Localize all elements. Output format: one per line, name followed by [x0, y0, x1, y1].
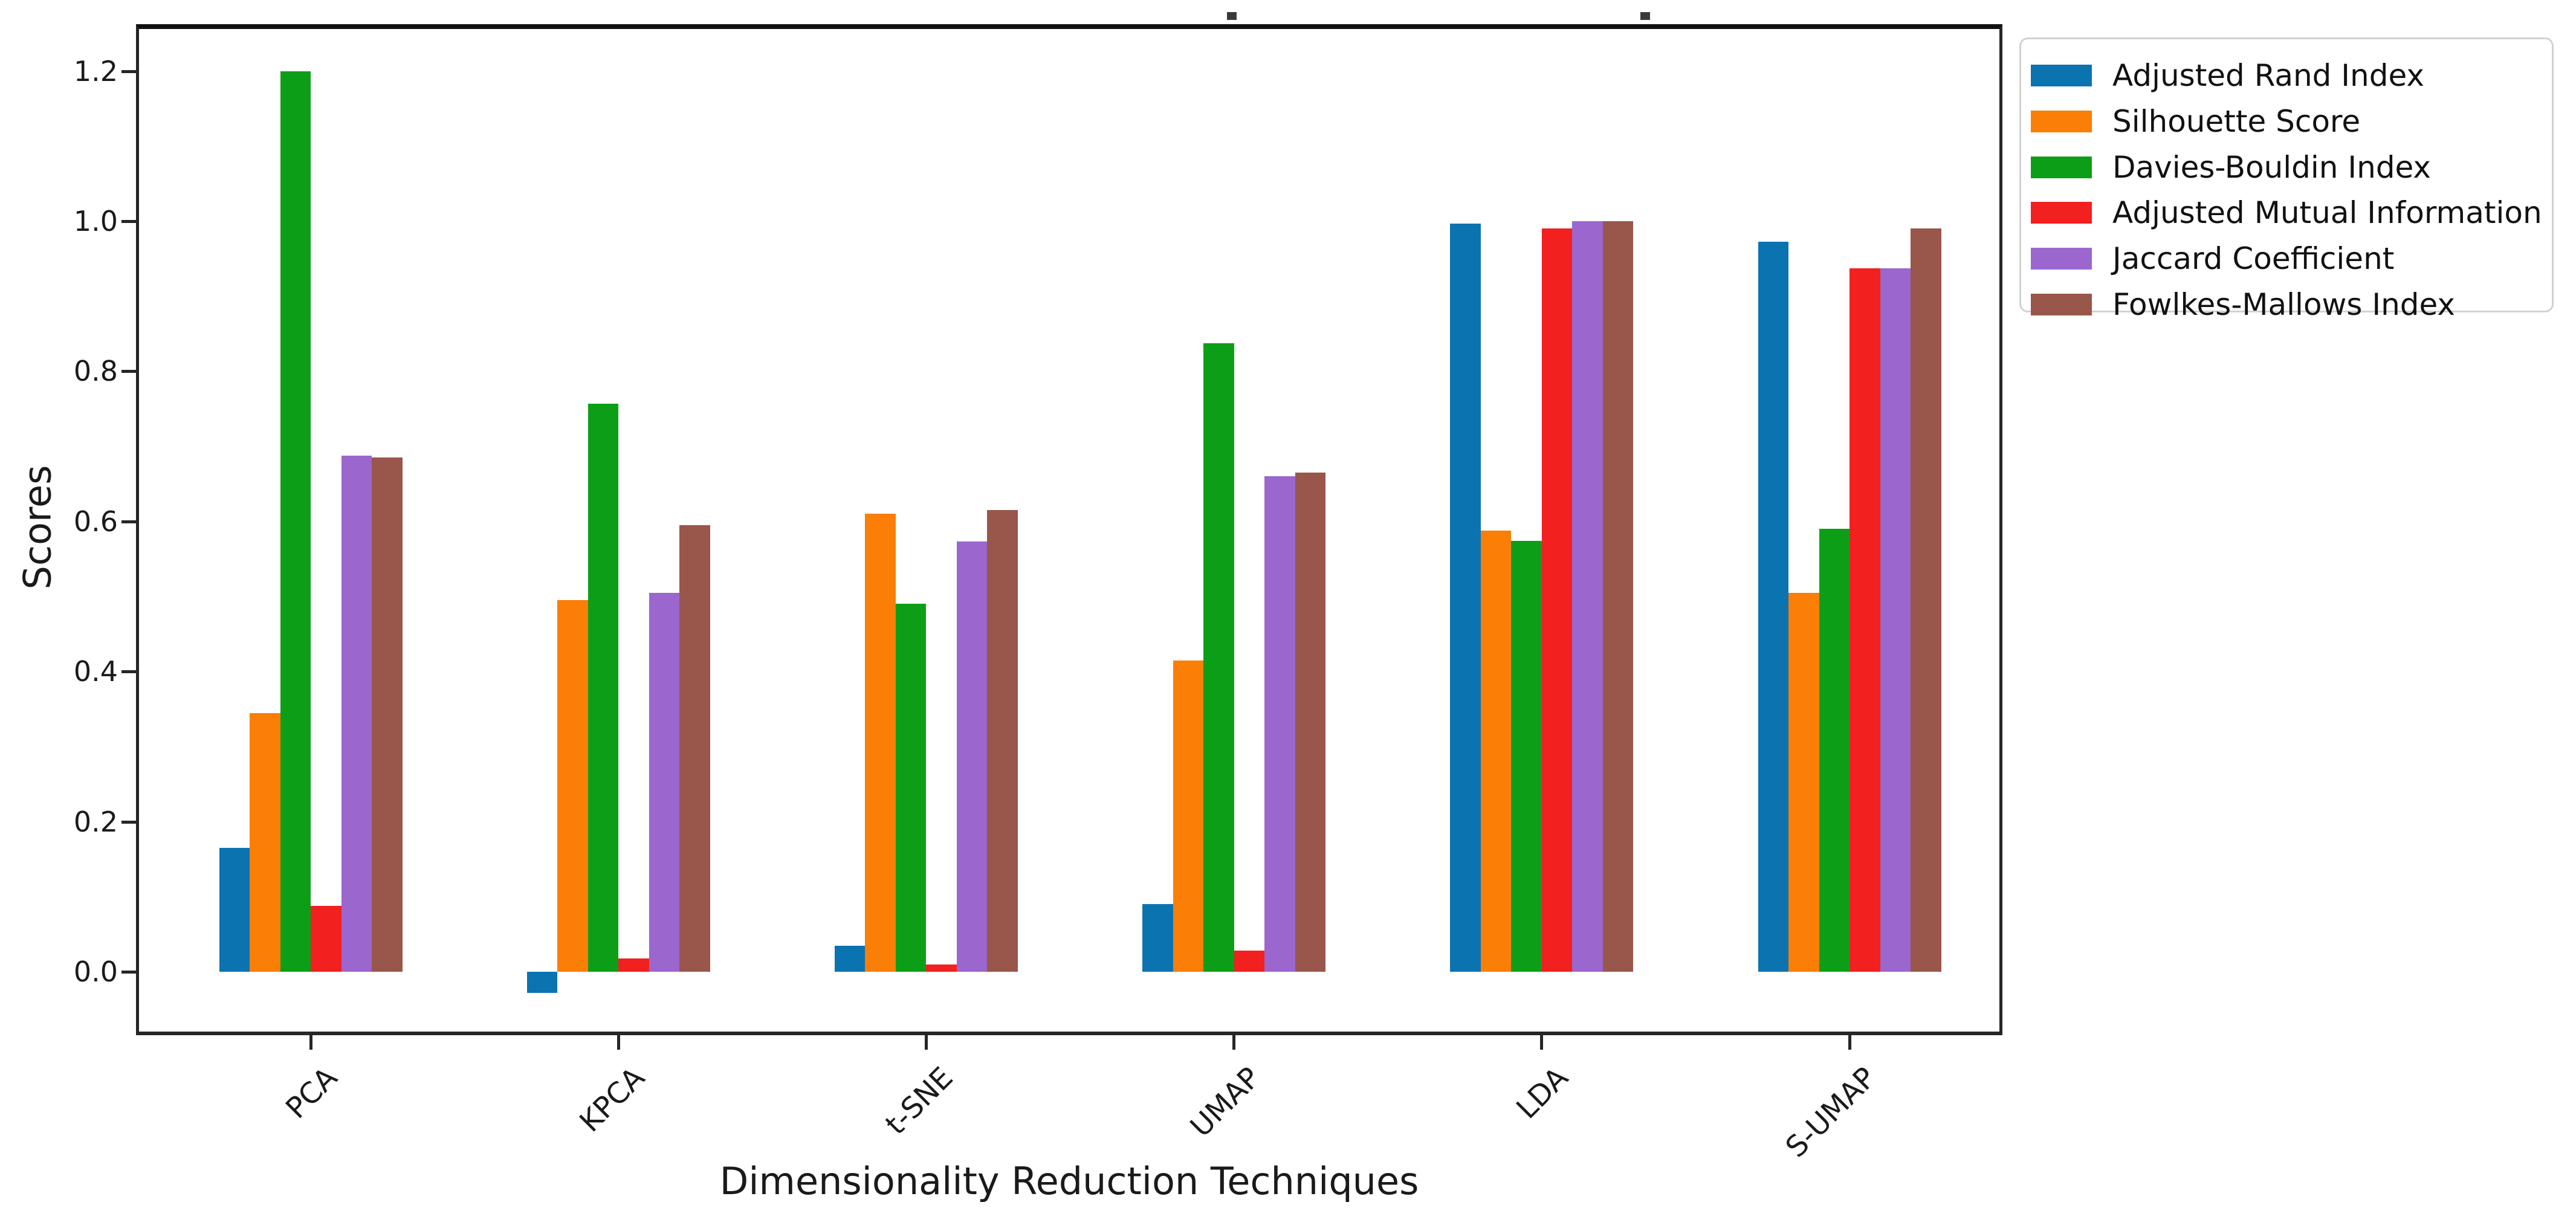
bar-adjusted-rand-index-t-sne [834, 946, 866, 972]
legend-item: Silhouette Score [2021, 99, 2552, 144]
bar-davies-bouldin-index-pca [280, 71, 311, 972]
bar-davies-bouldin-index-t-sne [895, 604, 927, 972]
bar-fowlkes-mallows-index-pca [372, 457, 403, 972]
bar-silhouette-score-s-umap [1788, 593, 1819, 972]
bar-jaccard-coefficient-s-umap [1880, 268, 1911, 972]
x-tick-mark [924, 1035, 928, 1050]
x-tick-label-s-umap: S-UMAP [1779, 1061, 1883, 1165]
bar-adjusted-mutual-information-kpca [618, 958, 649, 972]
y-axis-label: Scores [15, 465, 60, 590]
bar-silhouette-score-umap [1173, 661, 1204, 972]
bar-adjusted-mutual-information-umap [1234, 951, 1265, 972]
legend-label: Jaccard Coefficient [2112, 241, 2395, 277]
cropped-title-fragment [1227, 12, 1237, 20]
x-tick-mark [1848, 1035, 1851, 1050]
bar-davies-bouldin-index-kpca [587, 404, 619, 972]
y-tick-label: 0.0 [73, 955, 118, 988]
y-tick-mark [121, 670, 136, 674]
y-tick-mark [121, 370, 136, 373]
x-tick-label-umap: UMAP [1183, 1061, 1267, 1144]
bar-jaccard-coefficient-t-sne [956, 541, 988, 972]
x-tick-mark [1232, 1035, 1236, 1050]
bar-jaccard-coefficient-lda [1572, 221, 1603, 972]
bar-silhouette-score-kpca [557, 600, 588, 972]
legend-item: Adjusted Mutual Information [2021, 190, 2552, 236]
legend-item: Adjusted Rand Index [2021, 53, 2552, 99]
bar-adjusted-rand-index-lda [1450, 224, 1481, 972]
bar-jaccard-coefficient-umap [1264, 476, 1295, 972]
bar-jaccard-coefficient-pca [341, 456, 372, 972]
bar-adjusted-rand-index-s-umap [1758, 242, 1788, 972]
legend-swatch-icon [2031, 248, 2092, 270]
bar-adjusted-mutual-information-pca [311, 906, 341, 972]
bar-davies-bouldin-index-s-umap [1819, 529, 1849, 972]
x-tick-label-lda: LDA [1510, 1061, 1575, 1126]
y-tick-mark [121, 520, 136, 523]
bar-adjusted-mutual-information-t-sne [926, 964, 957, 972]
y-tick-label: 1.0 [73, 205, 118, 237]
y-tick-mark [121, 69, 136, 73]
bar-jaccard-coefficient-kpca [649, 593, 680, 972]
bar-fowlkes-mallows-index-lda [1602, 221, 1634, 972]
y-tick-mark [121, 820, 136, 824]
y-tick-mark [121, 971, 136, 974]
legend-label: Adjusted Mutual Information [2112, 195, 2542, 231]
y-tick-label: 0.6 [73, 505, 118, 538]
legend-item: Davies-Bouldin Index [2021, 144, 2552, 190]
legend-label: Fowlkes-Mallows Index [2112, 287, 2456, 322]
bar-fowlkes-mallows-index-kpca [679, 525, 710, 972]
legend-swatch-icon [2031, 202, 2092, 224]
legend-label: Davies-Bouldin Index [2112, 149, 2432, 185]
bar-fowlkes-mallows-index-t-sne [987, 510, 1018, 972]
bar-fowlkes-mallows-index-umap [1295, 473, 1326, 972]
x-tick-mark [616, 1035, 620, 1050]
y-tick-label: 0.4 [73, 655, 118, 688]
legend-swatch-icon [2031, 110, 2092, 132]
x-tick-mark [1540, 1035, 1544, 1050]
bar-silhouette-score-t-sne [865, 514, 896, 972]
legend: Adjusted Rand Index Silhouette Score Davie… [2019, 37, 2554, 320]
legend-label: Silhouette Score [2112, 103, 2361, 139]
bar-adjusted-rand-index-pca [219, 848, 250, 972]
y-tick-mark [121, 220, 136, 223]
legend-swatch-icon [2031, 156, 2092, 178]
legend-swatch-icon [2031, 294, 2092, 315]
legend-item: Fowlkes-Mallows Index [2021, 282, 2552, 328]
x-tick-label-t-sne: t-SNE [878, 1061, 960, 1142]
y-tick-label: 0.8 [73, 355, 118, 388]
y-tick-label: 1.2 [73, 54, 118, 88]
bar-fowlkes-mallows-index-s-umap [1911, 228, 1941, 972]
legend-swatch-icon [2031, 65, 2092, 86]
bar-silhouette-score-lda [1480, 531, 1512, 972]
x-axis-label: Dimensionality Reduction Techniques [719, 1159, 1419, 1203]
legend-item: Jaccard Coefficient [2021, 236, 2552, 282]
cropped-title-fragment [1640, 12, 1650, 20]
x-tick-label-kpca: KPCA [573, 1061, 652, 1139]
plot-area [136, 24, 2002, 1035]
x-tick-label-pca: PCA [279, 1061, 344, 1126]
legend-label: Adjusted Rand Index [2112, 58, 2424, 93]
bar-adjusted-mutual-information-lda [1541, 228, 1573, 972]
bar-adjusted-mutual-information-s-umap [1849, 268, 1880, 972]
y-tick-label: 0.2 [73, 805, 118, 838]
bar-adjusted-rand-index-umap [1142, 904, 1173, 972]
bar-silhouette-score-pca [250, 713, 280, 972]
bar-adjusted-rand-index-kpca [526, 972, 558, 993]
bar-davies-bouldin-index-umap [1203, 343, 1234, 972]
bar-davies-bouldin-index-lda [1511, 541, 1542, 972]
x-tick-mark [309, 1035, 312, 1050]
